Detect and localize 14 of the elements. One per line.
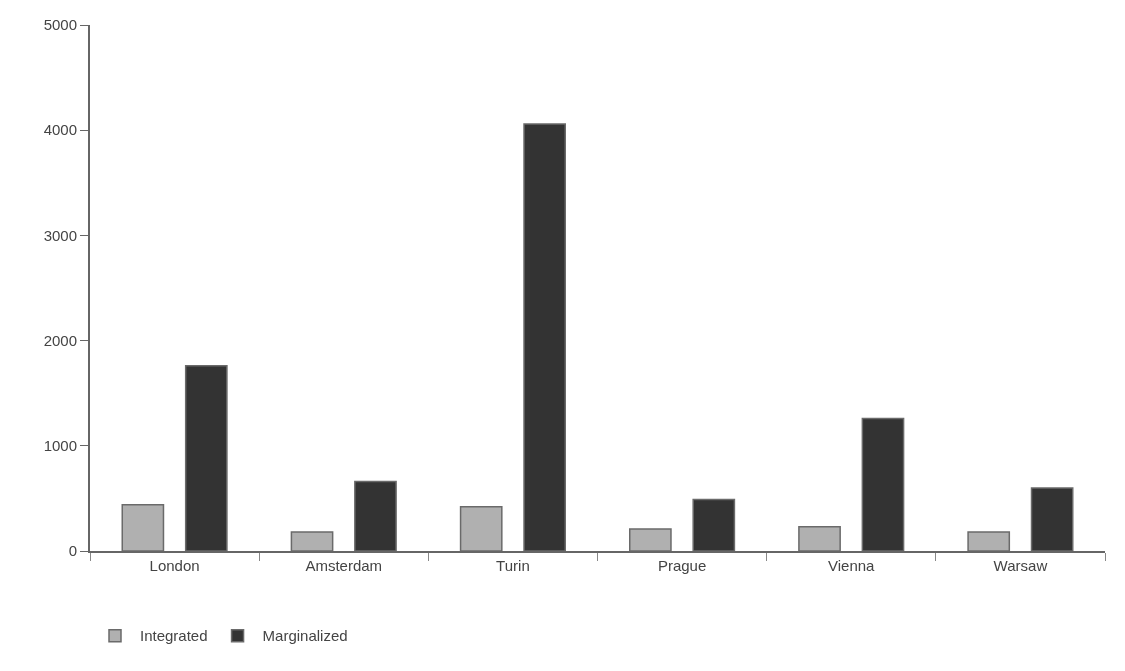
x-tick-label: Amsterdam: [305, 557, 383, 574]
y-tick-label: 1000: [43, 437, 77, 455]
x-tick-label: London: [149, 557, 200, 574]
y-tick-label: 2000: [43, 331, 77, 349]
legend-label: Marginalized: [262, 627, 348, 645]
x-tick-label: Prague: [657, 557, 707, 574]
y-tick-label: 3000: [43, 226, 77, 244]
y-tick-label: 5000: [43, 16, 77, 34]
x-tick-label: Vienna: [828, 557, 876, 574]
legend-label: Integrated: [140, 627, 208, 645]
x-tick-label: Warsaw: [993, 557, 1048, 574]
y-tick-label: 0: [68, 542, 77, 560]
y-tick-label: 4000: [43, 121, 77, 139]
x-tick-label: Turin: [496, 557, 530, 574]
